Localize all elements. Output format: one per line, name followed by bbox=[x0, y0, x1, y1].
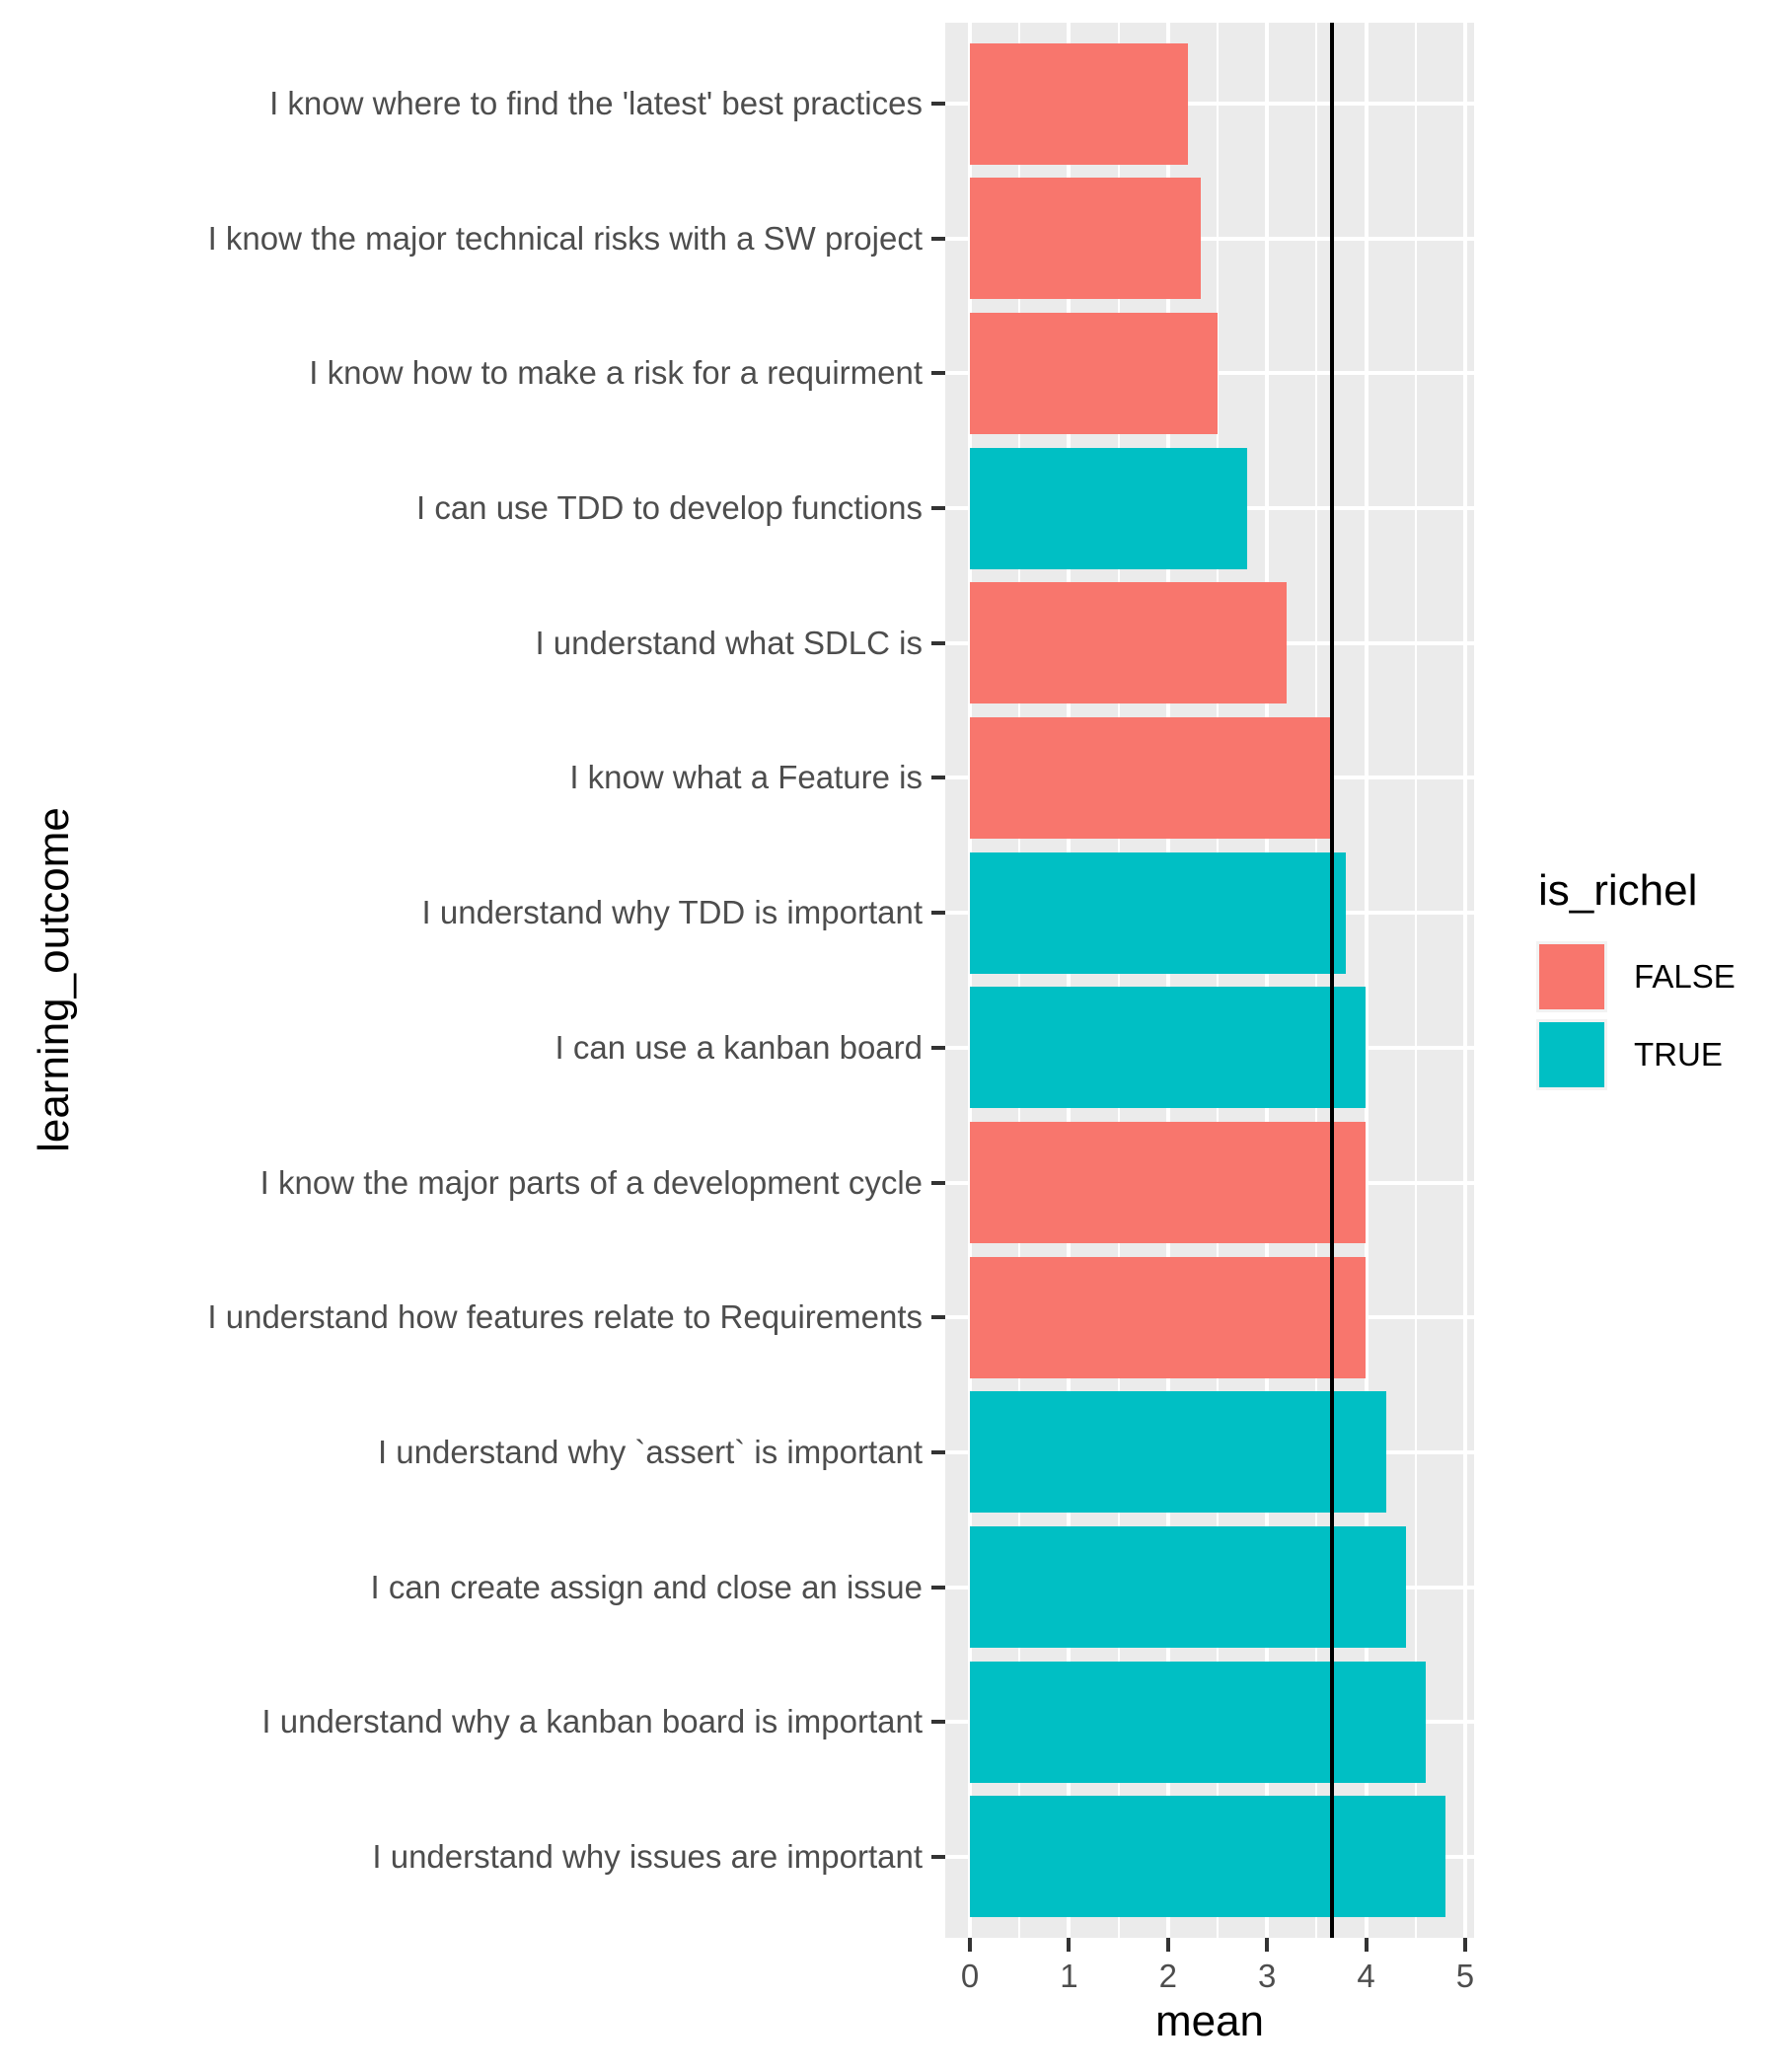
bar-false bbox=[970, 178, 1201, 300]
gridline-horizontal bbox=[945, 102, 1474, 106]
y-tick-mark bbox=[931, 102, 945, 106]
x-tick-label: 4 bbox=[1357, 1958, 1375, 1994]
y-tick-mark bbox=[931, 236, 945, 241]
bar-false bbox=[970, 1122, 1367, 1244]
y-axis-label: I understand what SDLC is bbox=[535, 624, 923, 661]
legend-label-true: TRUE bbox=[1634, 1036, 1723, 1073]
bar-false bbox=[970, 1256, 1367, 1378]
y-axis-label: I can create assign and close an issue bbox=[370, 1568, 923, 1605]
x-tick-label: 0 bbox=[960, 1958, 980, 1994]
gridline-minor bbox=[1018, 23, 1021, 1938]
y-axis-label: I understand why `assert` is important bbox=[377, 1433, 923, 1470]
bar-false bbox=[970, 312, 1218, 434]
legend-key-false: FALSE bbox=[1536, 941, 1776, 1012]
bar-false bbox=[970, 582, 1288, 704]
bar-true bbox=[970, 1796, 1445, 1918]
y-tick-mark bbox=[931, 1045, 945, 1050]
bar-false bbox=[970, 42, 1188, 165]
x-tick-mark bbox=[1265, 1938, 1270, 1952]
y-tick-mark bbox=[931, 1180, 945, 1185]
x-tick-mark bbox=[968, 1938, 973, 1952]
reference-line bbox=[1330, 23, 1335, 1938]
y-axis-label: I understand how features relate to Requ… bbox=[207, 1298, 923, 1336]
bar-true bbox=[970, 447, 1248, 569]
gridline-minor bbox=[1117, 23, 1120, 1938]
y-tick-mark bbox=[931, 1720, 945, 1725]
legend: is_richel FALSE TRUE bbox=[1536, 866, 1776, 1097]
y-axis-label: I know the major technical risks with a … bbox=[207, 219, 923, 257]
bar-true bbox=[970, 851, 1347, 974]
y-tick-mark bbox=[931, 1449, 945, 1454]
x-tick-label: 1 bbox=[1060, 1958, 1078, 1994]
y-tick-mark bbox=[931, 911, 945, 916]
y-axis-label: I understand why TDD is important bbox=[421, 894, 923, 931]
y-tick-mark bbox=[931, 371, 945, 376]
x-axis-title: mean bbox=[1154, 1997, 1265, 2045]
bar-true bbox=[970, 1391, 1386, 1514]
x-tick-mark bbox=[1165, 1938, 1170, 1952]
x-tick-mark bbox=[1462, 1938, 1467, 1952]
legend-key-true: TRUE bbox=[1536, 1019, 1776, 1090]
plot-panel bbox=[945, 23, 1474, 1938]
y-axis-label: I know the major parts of a development … bbox=[259, 1163, 923, 1201]
gridline-major bbox=[1462, 23, 1467, 1938]
gridline-minor bbox=[1315, 23, 1318, 1938]
y-axis-label: I can use a kanban board bbox=[555, 1028, 923, 1066]
y-tick-mark bbox=[931, 1315, 945, 1320]
gridline-major bbox=[1364, 23, 1369, 1938]
y-axis-label: I understand why issues are important bbox=[372, 1837, 923, 1875]
gridline-major bbox=[1165, 23, 1170, 1938]
x-tick-label: 3 bbox=[1258, 1958, 1277, 1994]
bar-false bbox=[970, 716, 1332, 839]
legend-swatch-false-icon bbox=[1536, 941, 1607, 1012]
y-tick-mark bbox=[931, 640, 945, 645]
legend-label-false: FALSE bbox=[1634, 958, 1736, 995]
y-tick-mark bbox=[931, 1585, 945, 1590]
y-axis-title: learning_outcome bbox=[30, 807, 78, 1152]
bar-true bbox=[970, 1526, 1406, 1649]
x-tick-label: 2 bbox=[1158, 1958, 1177, 1994]
y-tick-mark bbox=[931, 506, 945, 511]
gridline-major bbox=[968, 23, 973, 1938]
y-axis-label: I know how to make a risk for a requirme… bbox=[309, 354, 923, 392]
legend-title: is_richel bbox=[1538, 866, 1698, 915]
y-tick-mark bbox=[931, 1854, 945, 1859]
gridline-minor bbox=[1414, 23, 1417, 1938]
x-tick-label: 5 bbox=[1455, 1958, 1475, 1994]
bar-true bbox=[970, 1661, 1426, 1783]
bar-true bbox=[970, 987, 1367, 1109]
x-tick-mark bbox=[1067, 1938, 1072, 1952]
gridline-major bbox=[1067, 23, 1072, 1938]
gridline-major bbox=[1265, 23, 1270, 1938]
y-axis-label: I know where to find the 'latest' best p… bbox=[269, 85, 923, 121]
gridline-minor bbox=[1217, 23, 1220, 1938]
y-axis-label: I can use TDD to develop functions bbox=[415, 489, 923, 527]
y-tick-mark bbox=[931, 776, 945, 780]
y-axis-label: I understand why a kanban board is impor… bbox=[261, 1703, 923, 1740]
x-tick-mark bbox=[1364, 1938, 1369, 1952]
gridline-horizontal bbox=[945, 236, 1474, 241]
legend-swatch-true-icon bbox=[1536, 1019, 1607, 1090]
y-axis-label: I know what a Feature is bbox=[569, 759, 923, 796]
